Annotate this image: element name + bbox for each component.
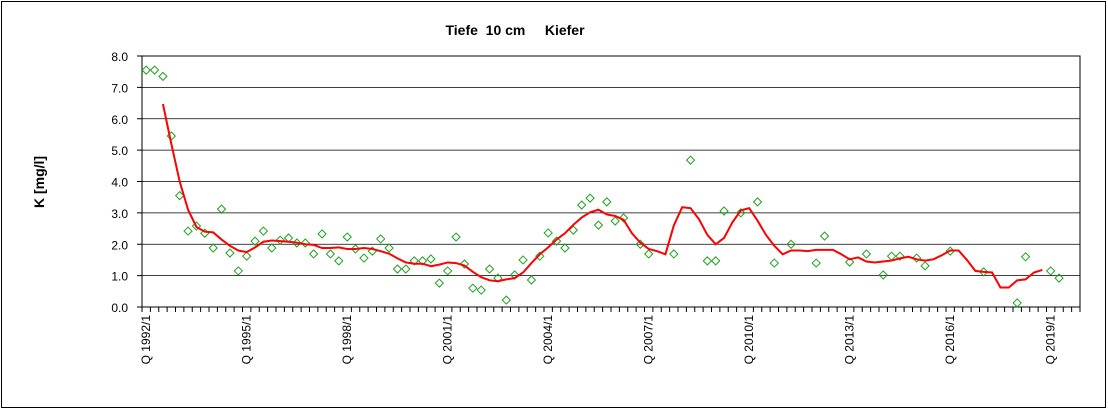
marker bbox=[710, 256, 721, 266]
marker bbox=[300, 238, 311, 248]
x-tick-label: Q 2007/1 bbox=[642, 315, 656, 365]
marker bbox=[409, 256, 419, 266]
marker bbox=[1045, 266, 1056, 276]
marker bbox=[342, 232, 352, 242]
marker bbox=[459, 259, 470, 269]
marker bbox=[861, 249, 872, 259]
marker bbox=[225, 248, 235, 258]
marker bbox=[141, 65, 151, 75]
marker bbox=[451, 232, 461, 242]
marker bbox=[1054, 273, 1064, 283]
y-tick-label: 7.0 bbox=[111, 81, 128, 95]
marker bbox=[585, 193, 595, 203]
marker bbox=[618, 213, 629, 223]
marker bbox=[844, 257, 855, 267]
marker bbox=[920, 261, 930, 271]
y-tick-label: 5.0 bbox=[111, 144, 128, 158]
marker bbox=[191, 221, 202, 231]
marker bbox=[593, 220, 604, 230]
marker bbox=[719, 206, 729, 216]
x-tick-label: Q 2010/1 bbox=[742, 315, 756, 365]
marker bbox=[669, 249, 679, 259]
marker bbox=[543, 228, 553, 238]
x-tick-label: Q 1998/1 bbox=[340, 315, 354, 365]
x-tick-label: Q 2019/1 bbox=[1044, 315, 1058, 365]
marker bbox=[359, 253, 369, 263]
marker bbox=[476, 285, 486, 295]
marker bbox=[811, 258, 821, 268]
y-tick-label: 2.0 bbox=[111, 238, 128, 252]
marker bbox=[1020, 252, 1031, 262]
marker bbox=[401, 264, 411, 274]
marker bbox=[308, 249, 319, 259]
marker bbox=[241, 251, 252, 261]
marker bbox=[468, 283, 478, 293]
marker bbox=[978, 267, 989, 277]
marker bbox=[535, 251, 545, 261]
marker bbox=[501, 295, 512, 305]
marker bbox=[819, 231, 830, 241]
x-tick-label: Q 1992/1 bbox=[139, 315, 153, 365]
marker bbox=[216, 204, 227, 214]
marker bbox=[325, 249, 336, 259]
marker bbox=[149, 65, 160, 75]
marker bbox=[752, 197, 763, 207]
marker bbox=[878, 270, 888, 280]
marker bbox=[267, 243, 277, 253]
chart-title: Tiefe 10 cm Kiefer bbox=[445, 22, 585, 38]
marker bbox=[635, 239, 646, 249]
marker bbox=[392, 264, 403, 274]
x-tick-label: Q 2004/1 bbox=[541, 315, 555, 365]
marker bbox=[576, 200, 587, 210]
marker bbox=[208, 243, 218, 253]
x-tick-label: Q 2013/1 bbox=[843, 315, 857, 365]
marker bbox=[643, 249, 654, 259]
marker bbox=[158, 71, 168, 82]
marker bbox=[610, 216, 620, 226]
marker bbox=[736, 208, 746, 218]
marker bbox=[442, 266, 453, 276]
marker bbox=[258, 226, 269, 236]
marker bbox=[786, 239, 796, 249]
marker bbox=[484, 264, 495, 274]
x-tick-label: Q 2001/1 bbox=[441, 315, 455, 365]
marker bbox=[911, 253, 922, 263]
x-tick-label: Q 1995/1 bbox=[240, 315, 254, 365]
marker bbox=[426, 254, 436, 264]
marker bbox=[560, 243, 570, 253]
marker bbox=[526, 275, 537, 285]
marker bbox=[551, 236, 562, 246]
trend-line bbox=[161, 103, 1043, 289]
y-axis-label: K [mg/l] bbox=[31, 156, 47, 208]
y-tick-label: 1.0 bbox=[111, 270, 128, 284]
marker bbox=[350, 244, 361, 254]
y-tick-label: 4.0 bbox=[111, 176, 128, 190]
marker bbox=[702, 256, 713, 266]
marker bbox=[174, 190, 185, 201]
marker bbox=[375, 234, 386, 244]
marker bbox=[384, 243, 394, 253]
marker bbox=[769, 258, 780, 268]
y-tick-label: 6.0 bbox=[111, 113, 128, 127]
marker bbox=[233, 266, 244, 276]
marker bbox=[895, 251, 905, 261]
x-tick-label: Q 2016/1 bbox=[943, 315, 957, 365]
y-tick-label: 3.0 bbox=[111, 207, 128, 221]
y-tick-label: 0.0 bbox=[111, 301, 128, 315]
y-tick-label: 8.0 bbox=[111, 50, 128, 64]
marker bbox=[334, 256, 344, 266]
marker bbox=[250, 236, 260, 246]
marker bbox=[518, 255, 528, 265]
marker bbox=[602, 197, 612, 207]
marker bbox=[1012, 298, 1022, 308]
marker bbox=[434, 278, 445, 288]
marker bbox=[417, 256, 428, 266]
marker bbox=[317, 229, 327, 239]
marker bbox=[685, 155, 696, 165]
marker bbox=[183, 226, 193, 236]
marker bbox=[275, 235, 285, 245]
